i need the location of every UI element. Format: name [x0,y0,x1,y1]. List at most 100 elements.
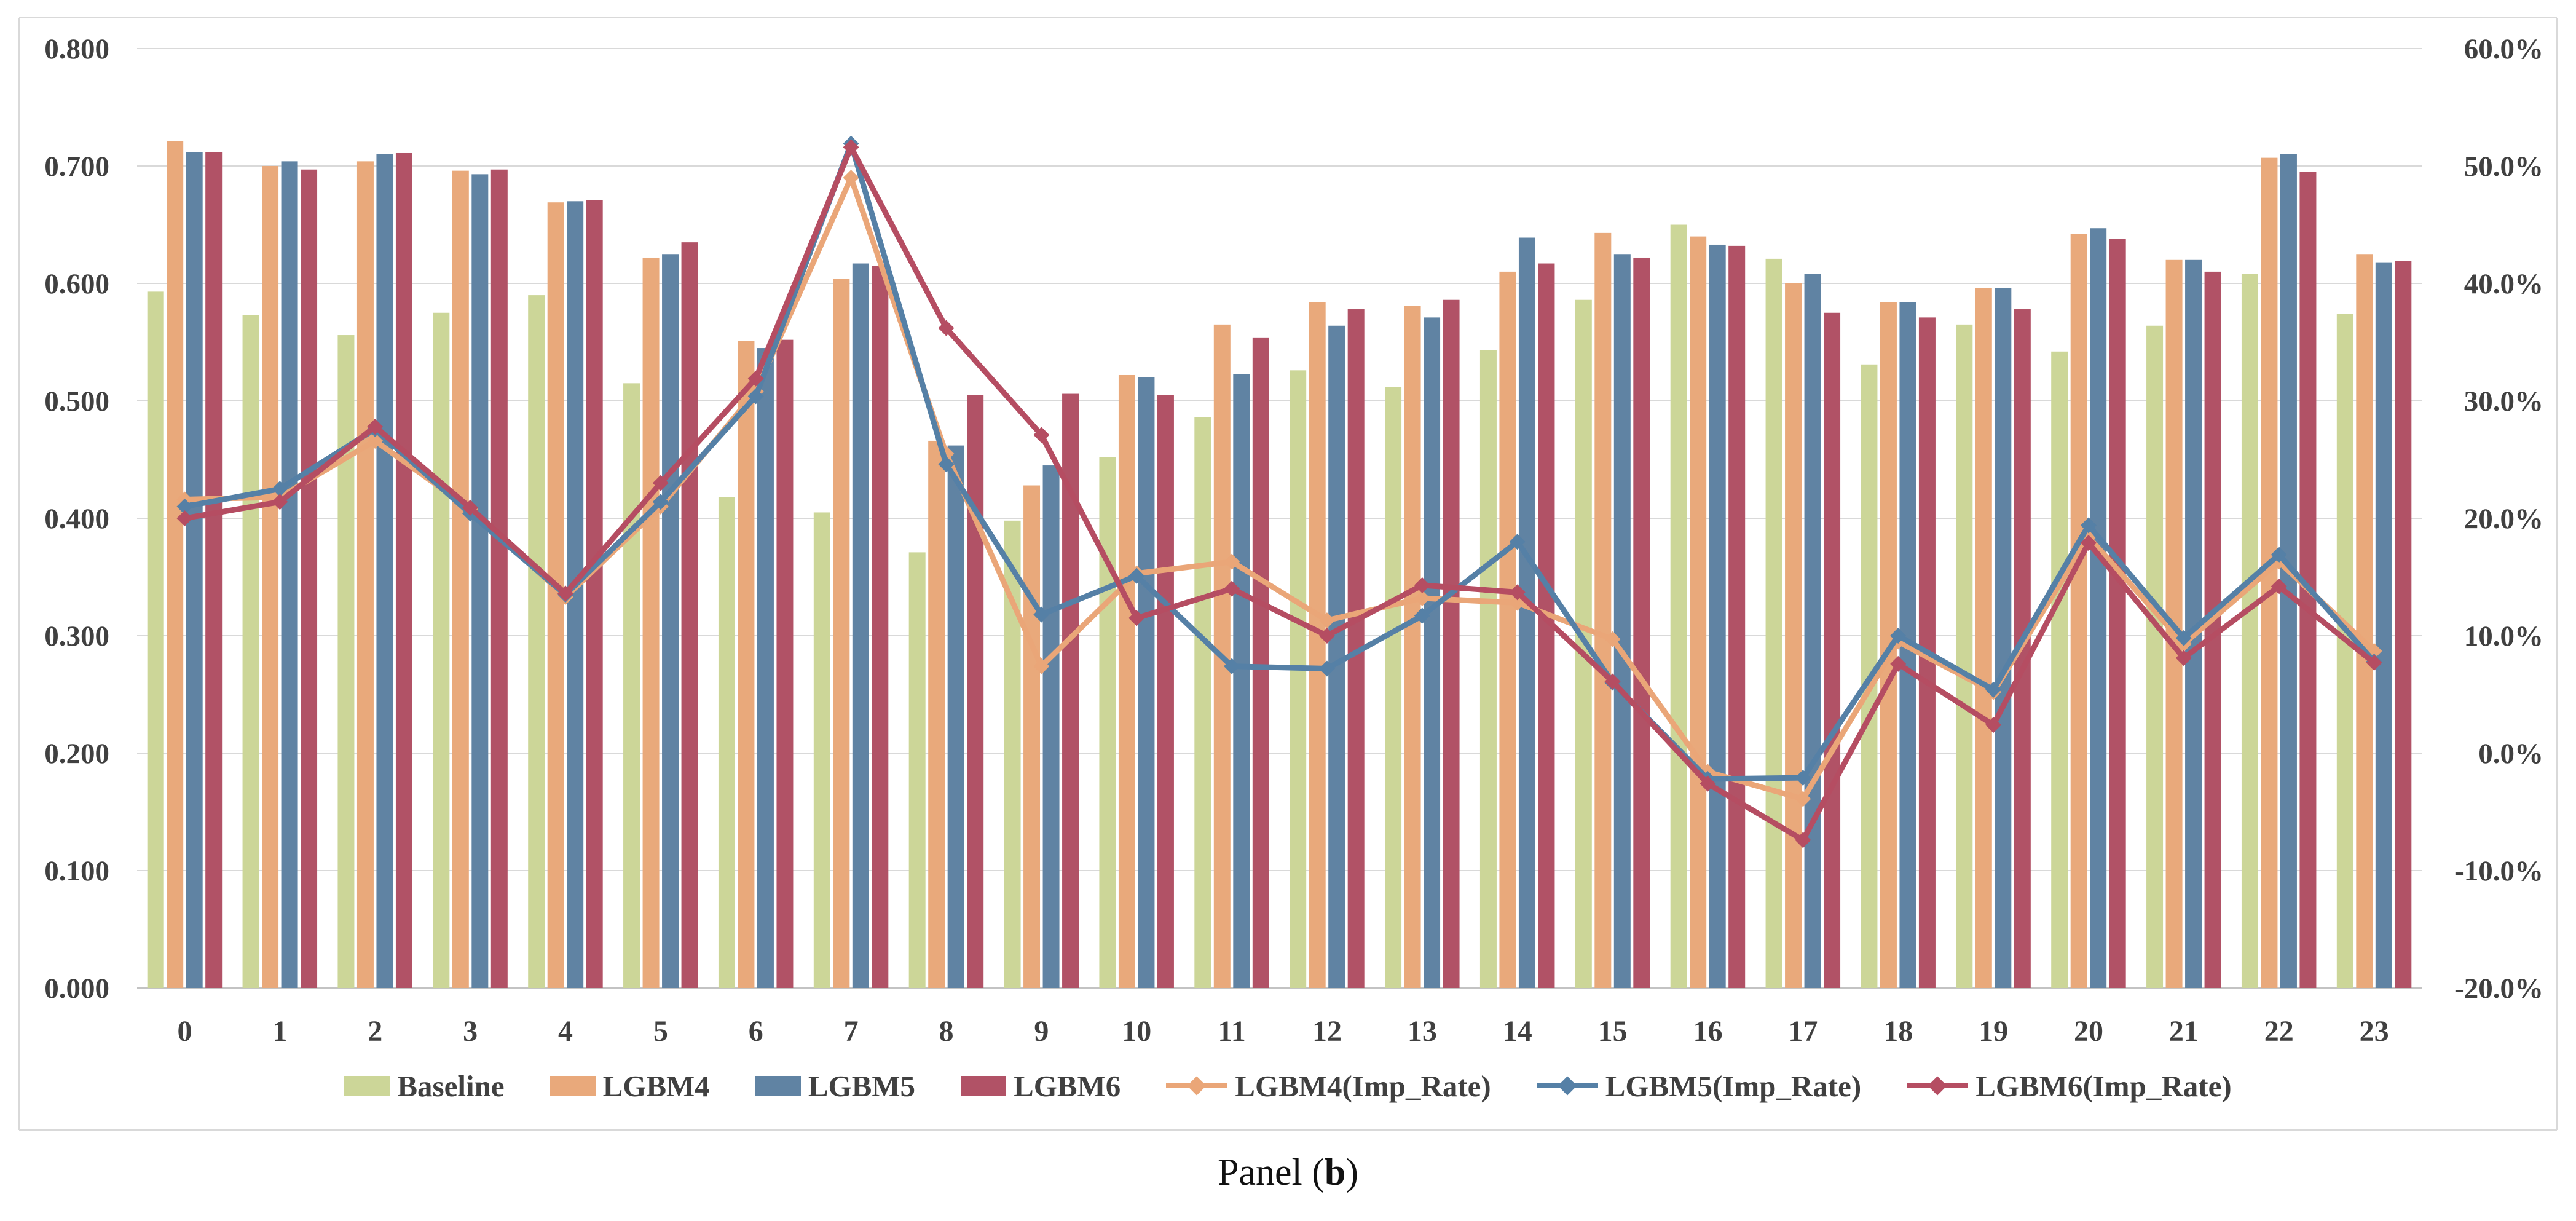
left-axis-tick-label: 0.000 [44,973,109,1005]
x-axis-tick-label: 8 [939,1015,953,1048]
bar [1594,232,1612,988]
diamond-marker [843,139,859,156]
bar [586,200,603,988]
left-axis-tick-label: 0.400 [44,503,109,535]
diamond-marker [1033,606,1050,623]
right-axis-tick-label: 20.0% [2464,503,2543,535]
bar [205,152,223,989]
left-axis-tick-label: 0.100 [44,855,109,887]
bar [1252,337,1269,988]
diamond-marker [2175,630,2192,646]
bar [813,512,830,988]
diamond-marker [367,419,384,435]
legend-label: LGBM6(Imp_Rate) [1975,1069,2232,1103]
legend-line-marker-icon [1166,1075,1228,1096]
diamond-marker [2366,654,2382,671]
figure-caption: Panel (b) [0,1151,2576,1195]
bar [967,395,984,988]
bar [757,348,774,988]
diamond-marker [1604,673,1621,690]
right-axis-tick-label: 40.0% [2464,268,2543,300]
diamond-marker [1890,628,1907,644]
diamond-marker [2175,650,2192,666]
legend-label: LGBM5(Imp_Rate) [1605,1069,1862,1103]
x-axis-tick-label: 17 [1788,1015,1818,1048]
left-axis-tick-label: 0.500 [44,385,109,417]
legend-swatch-icon [961,1075,1007,1096]
bar [1956,324,1973,988]
x-axis-tick-label: 14 [1503,1015,1532,1048]
bar [262,166,279,988]
bar [301,169,318,989]
diamond-marker [1318,612,1335,629]
x-axis-tick-label: 1 [272,1015,287,1048]
bar [947,445,964,988]
bar [1518,237,1535,988]
x-axis-tick-label: 23 [2360,1015,2389,1048]
line-path [181,141,2377,782]
bar [1975,288,1992,988]
diamond-marker [747,388,764,405]
bar [1613,254,1631,988]
legend-label: LGBM6 [1014,1069,1121,1103]
bar [908,552,926,988]
bar [2395,261,2412,989]
legend-swatch-icon [549,1075,596,1096]
bar [776,339,794,989]
bar [356,161,374,988]
x-axis-tick-label: 16 [1693,1015,1722,1048]
caption-suffix: ) [1345,1152,1359,1193]
bar [242,315,259,988]
x-axis-tick-label: 11 [1218,1015,1245,1048]
bar [1099,457,1116,988]
bar [2336,314,2353,988]
x-axis-tick-label: 10 [1122,1015,1151,1048]
diamond-marker [1414,590,1430,606]
legend-item-baseline: Baseline [344,1071,505,1101]
legend-line-marker-icon [1907,1075,1969,1096]
diamond-marker [1890,655,1907,672]
bar [1309,302,1326,988]
line-path [181,144,2377,843]
diamond-marker [1033,658,1050,674]
right-axis-tick-label: -20.0% [2454,973,2543,1005]
bar [642,257,660,989]
bar [1479,350,1497,988]
bar [1233,374,1250,988]
bar [1709,244,1726,989]
bar [1690,236,1707,989]
left-axis-tick-label: 0.300 [44,620,109,652]
left-axis-tick-label: 0.200 [44,738,109,770]
x-axis-tick-label: 22 [2264,1015,2294,1048]
diamond-marker [1128,610,1145,626]
bar [1499,271,1516,988]
bar [2109,239,2126,988]
diamond-marker [2080,535,2097,551]
bar [1328,325,1345,988]
diamond-marker [1509,584,1526,601]
x-axis-tick-label: 0 [177,1015,192,1048]
x-axis-tick-label: 4 [558,1015,573,1048]
legend-line-marker-icon [1536,1075,1598,1096]
legend-item-lgbm6(imp_rate): LGBM6(Imp_Rate) [1907,1069,2232,1103]
bar [852,263,869,988]
diamond-marker [938,320,955,336]
diamond-marker [1318,660,1335,677]
diamond-marker [557,585,573,602]
x-axis-tick-label: 6 [749,1015,763,1048]
diamond-marker [1985,681,2002,698]
diamond-marker [2271,578,2287,595]
diamond-marker [1795,770,1811,786]
bar [738,341,755,988]
diamond-marker [652,475,669,491]
legend-item-lgbm5(imp_rate): LGBM5(Imp_Rate) [1536,1069,1862,1103]
bar [167,141,184,988]
right-axis-tick-label: 10.0% [2464,620,2543,652]
diamond-marker [462,499,479,516]
bar [1023,485,1041,988]
diamond-marker [652,494,669,510]
diamond-marker [1414,607,1430,624]
bar [147,291,164,988]
diamond-marker [272,494,288,510]
bar [528,295,545,989]
